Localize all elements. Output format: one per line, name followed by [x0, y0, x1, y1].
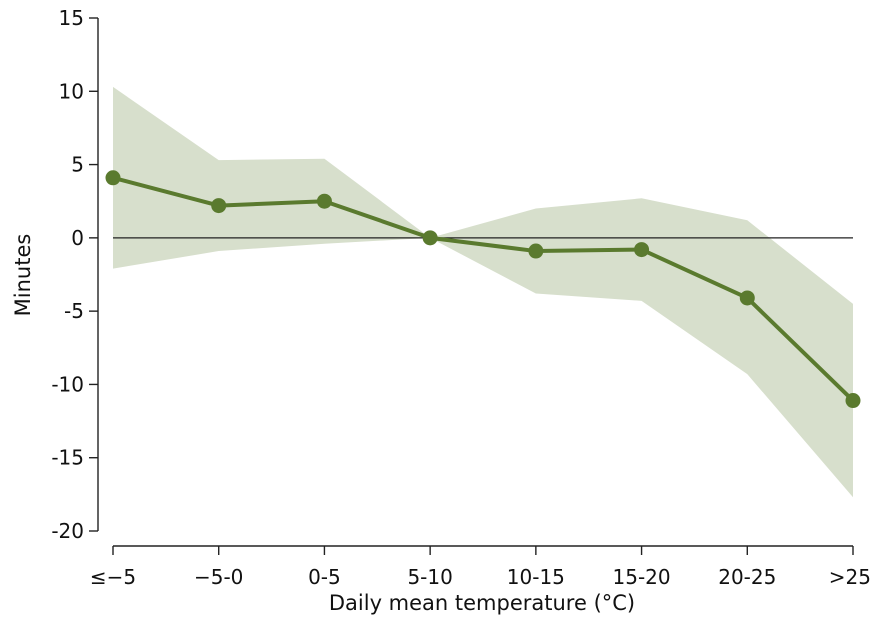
data-point: [105, 170, 121, 186]
data-point: [422, 230, 438, 246]
y-tick-label: 15: [59, 6, 84, 30]
x-tick-label: −5-0: [194, 565, 243, 589]
y-tick-label: 10: [59, 79, 84, 103]
y-tick-label: 0: [71, 226, 84, 250]
data-point: [211, 198, 227, 214]
x-tick-label: 5-10: [407, 565, 452, 589]
x-tick-label: >25: [829, 565, 871, 589]
data-point: [739, 290, 755, 306]
data-point: [845, 393, 861, 409]
axes: [89, 17, 854, 555]
y-tick-label: -15: [51, 446, 84, 470]
data-point: [634, 242, 650, 258]
x-tick-label: 10-15: [507, 565, 565, 589]
labels-layer: Minutes Daily mean temperature (°C) 15 10…: [11, 6, 871, 615]
y-tick-label: 5: [71, 153, 84, 177]
data-point: [316, 193, 332, 209]
y-axis-title: Minutes: [11, 234, 35, 317]
y-tick-label: -10: [51, 372, 84, 396]
confidence-band: [113, 86, 853, 498]
x-tick-label: ≤−5: [90, 565, 136, 589]
x-tick-label: 20-25: [718, 565, 776, 589]
data-point: [528, 243, 544, 259]
x-axis-title: Daily mean temperature (°C): [329, 591, 635, 615]
series-layer: [105, 170, 861, 409]
series-line: [112, 175, 855, 402]
y-tick-label: -5: [64, 299, 84, 323]
x-tick-label: 0-5: [308, 565, 341, 589]
y-tick-label: -20: [51, 519, 84, 543]
confidence-band-layer: [113, 86, 853, 498]
x-tick-label: 15-20: [613, 565, 671, 589]
